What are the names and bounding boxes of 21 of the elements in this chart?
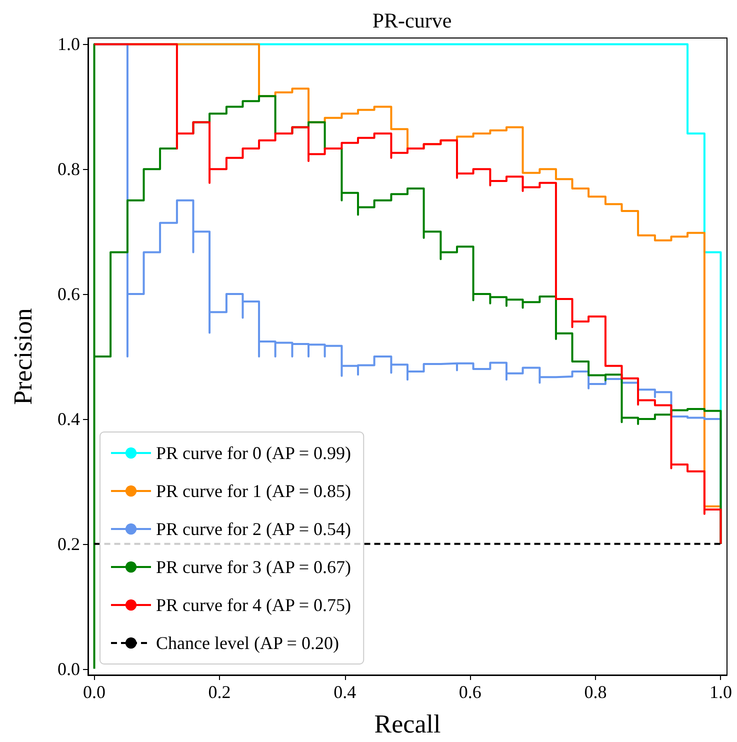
legend-label: PR curve for 4 (AP = 0.75) — [156, 595, 351, 615]
y-tick-label: 0.8 — [58, 159, 80, 180]
y-axis-title: Precision — [8, 308, 38, 405]
legend-label: PR curve for 3 (AP = 0.67) — [156, 557, 351, 577]
y-tick-label: 1.0 — [58, 34, 80, 54]
legend-label: Chance level (AP = 0.20) — [156, 633, 339, 653]
y-tick-label: 0.6 — [58, 284, 80, 304]
x-tick-label: 0.6 — [458, 682, 482, 702]
x-tick-label: 0.2 — [208, 682, 231, 702]
y-tick-label: 0.4 — [58, 408, 80, 429]
x-tick-label: 1.0 — [709, 682, 732, 702]
legend-label: PR curve for 1 (AP = 0.85) — [156, 481, 351, 501]
x-tick-label: 0.8 — [584, 682, 607, 702]
y-tick-label: 0.2 — [58, 534, 80, 554]
x-tick-label: 0.0 — [83, 682, 106, 702]
legend-label: PR curve for 2 (AP = 0.54) — [156, 519, 351, 539]
y-tick-label: 0.0 — [58, 658, 80, 679]
chart-title: PR-curve — [372, 8, 452, 32]
x-tick-label: 0.4 — [334, 682, 356, 702]
legend-label: PR curve for 0 (AP = 0.99) — [156, 443, 351, 463]
x-axis-title: Recall — [374, 710, 441, 738]
